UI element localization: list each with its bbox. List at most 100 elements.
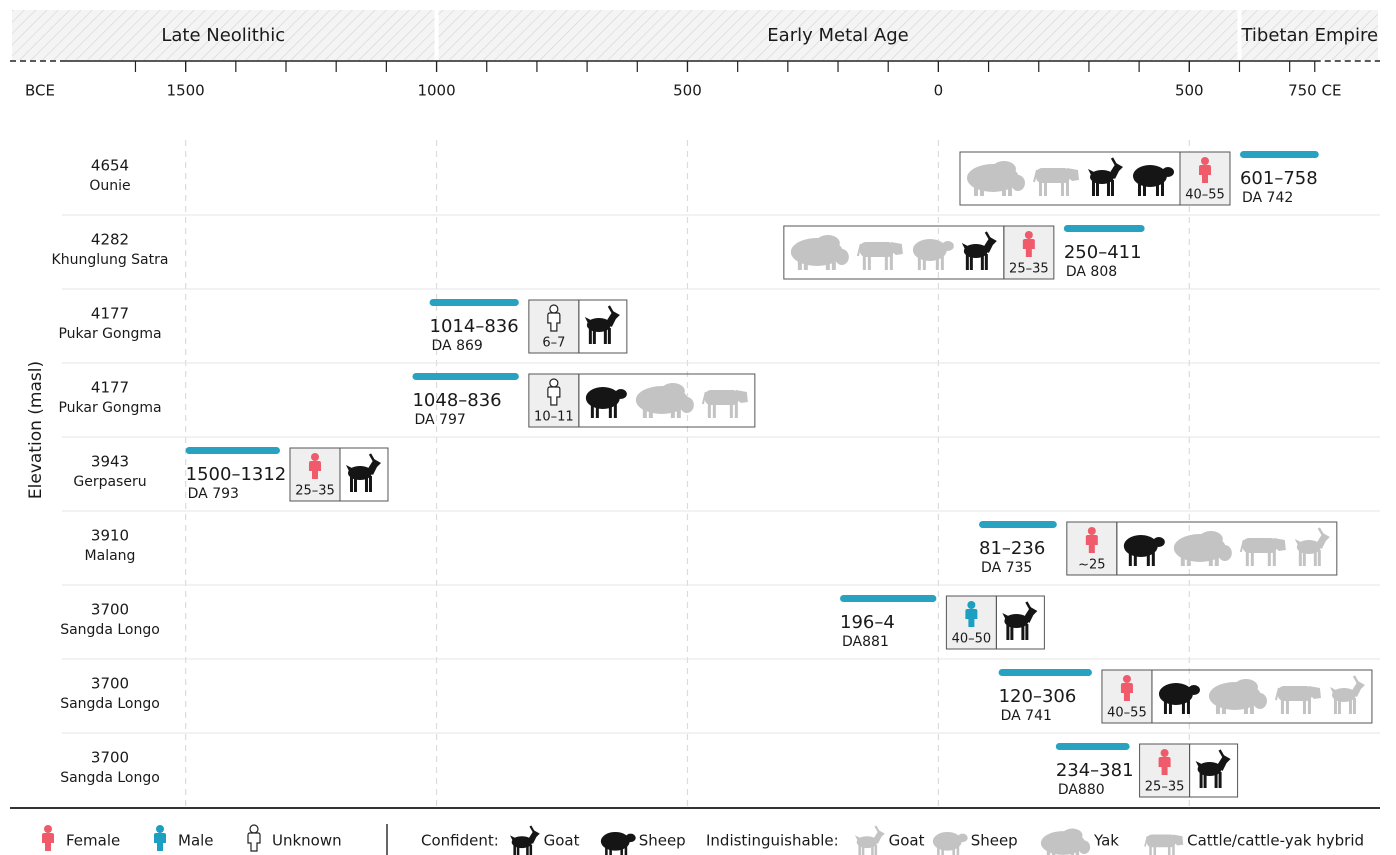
yak-hump — [816, 235, 840, 251]
goat-leg — [1314, 550, 1317, 566]
goat-horn — [1319, 528, 1323, 535]
elevation: 3700 — [91, 601, 129, 619]
yak-leg — [804, 260, 808, 270]
sheep-head — [615, 389, 627, 399]
sheep-leg — [605, 846, 608, 855]
date-range-label: 1014–836 — [430, 316, 519, 337]
x-tick-label: 1000 — [417, 82, 455, 100]
goat-leg — [966, 254, 969, 270]
date-range-bar — [412, 373, 518, 380]
goat-leg — [1006, 624, 1009, 640]
yak-hump — [661, 383, 685, 399]
yak-head — [680, 397, 694, 413]
date-range-label: 196–4 — [840, 612, 895, 633]
goat-leg — [862, 845, 865, 855]
sheep-leg — [614, 404, 617, 418]
sheep-icon — [1159, 683, 1200, 714]
goat-icon — [585, 306, 620, 344]
goat-leg — [1021, 624, 1024, 640]
yak-head — [1218, 545, 1232, 561]
date-range-bar — [1064, 225, 1145, 232]
site: Gerpaseru — [73, 474, 146, 490]
site: Sangda Longo — [60, 696, 160, 712]
cattle-leg — [1286, 698, 1289, 714]
lab-id: DA 793 — [188, 486, 239, 502]
lab-id: DA 742 — [1242, 190, 1293, 206]
legend-heading: Indistinguishable: — [706, 832, 839, 850]
goat-leg — [354, 476, 357, 492]
site: Sangda Longo — [60, 622, 160, 638]
cattle-icon — [703, 390, 748, 418]
cattle-leg — [1168, 845, 1171, 855]
period-label: Early Metal Age — [767, 25, 908, 46]
y-axis-label: Elevation (masl) — [26, 361, 46, 499]
yak-hump — [1199, 531, 1223, 547]
lab-id: DA 808 — [1066, 264, 1117, 280]
sheep-leg — [1187, 700, 1190, 714]
age-label: 40–50 — [952, 632, 992, 647]
goat-leg — [365, 476, 368, 492]
goat-leg — [1096, 180, 1099, 196]
legend-label: Cattle/cattle-yak hybrid — [1187, 832, 1364, 850]
legend-heading: Confident: — [421, 832, 499, 850]
sheep-leg — [591, 404, 594, 418]
yak-icon — [1041, 829, 1090, 855]
sheep-leg — [1152, 552, 1155, 566]
sheep-leg — [609, 846, 612, 855]
goat-leg — [1299, 550, 1302, 566]
yak-head — [1078, 840, 1090, 854]
person-head — [550, 305, 558, 313]
sheep-leg — [1161, 182, 1164, 196]
yak-icon — [791, 235, 849, 270]
legend-label: Goat — [544, 832, 580, 850]
person-head — [1025, 231, 1033, 239]
goat-horn — [1026, 602, 1030, 609]
sheep-leg — [1138, 182, 1141, 196]
goat-leg — [1219, 772, 1222, 788]
goat-leg — [530, 845, 533, 855]
goat-icon — [1295, 528, 1330, 566]
sheep-head — [1188, 685, 1200, 695]
elevation: 4177 — [91, 305, 129, 323]
elevation: 3943 — [91, 453, 129, 471]
site: Pukar Gongma — [58, 400, 161, 416]
goat-leg — [589, 328, 592, 344]
yak-leg — [980, 186, 984, 196]
goat-leg — [985, 254, 988, 270]
cattle-leg — [868, 254, 871, 270]
site: Malang — [85, 548, 136, 564]
goat-leg — [608, 328, 611, 344]
person-head — [1201, 157, 1209, 165]
x-start-label: BCE — [25, 82, 55, 100]
sheep-head — [626, 834, 636, 843]
lab-id: DA 741 — [1001, 708, 1052, 724]
goat-leg — [1200, 772, 1203, 788]
yak-leg — [1047, 850, 1050, 855]
age-label: 40–55 — [1107, 706, 1147, 721]
cattle-leg — [1281, 698, 1284, 714]
goat-horn — [986, 232, 990, 239]
female-icon — [42, 825, 54, 851]
sheep-leg — [941, 256, 944, 270]
cattle-leg — [1149, 845, 1152, 855]
date-range-label: 250–411 — [1064, 242, 1142, 263]
lab-id: DA 869 — [432, 338, 483, 354]
person-body — [248, 833, 260, 851]
lab-id: DA881 — [842, 634, 889, 650]
yak-leg — [671, 408, 675, 418]
x-tick-label: 750 CE — [1288, 82, 1341, 100]
cattle-leg — [708, 402, 711, 418]
yak-leg — [1209, 556, 1213, 566]
yak-icon — [1174, 531, 1232, 566]
date-range-label: 1048–836 — [412, 390, 501, 411]
yak-leg — [643, 408, 647, 418]
sheep-leg — [923, 256, 926, 270]
yak-leg — [974, 186, 978, 196]
person-head — [1161, 749, 1169, 757]
goat-leg — [513, 845, 516, 855]
sheep-leg — [1134, 552, 1137, 566]
sheep-icon — [586, 387, 627, 418]
person-head — [1088, 527, 1096, 535]
date-range-label: 81–236 — [979, 538, 1045, 559]
goat-leg — [970, 254, 973, 270]
